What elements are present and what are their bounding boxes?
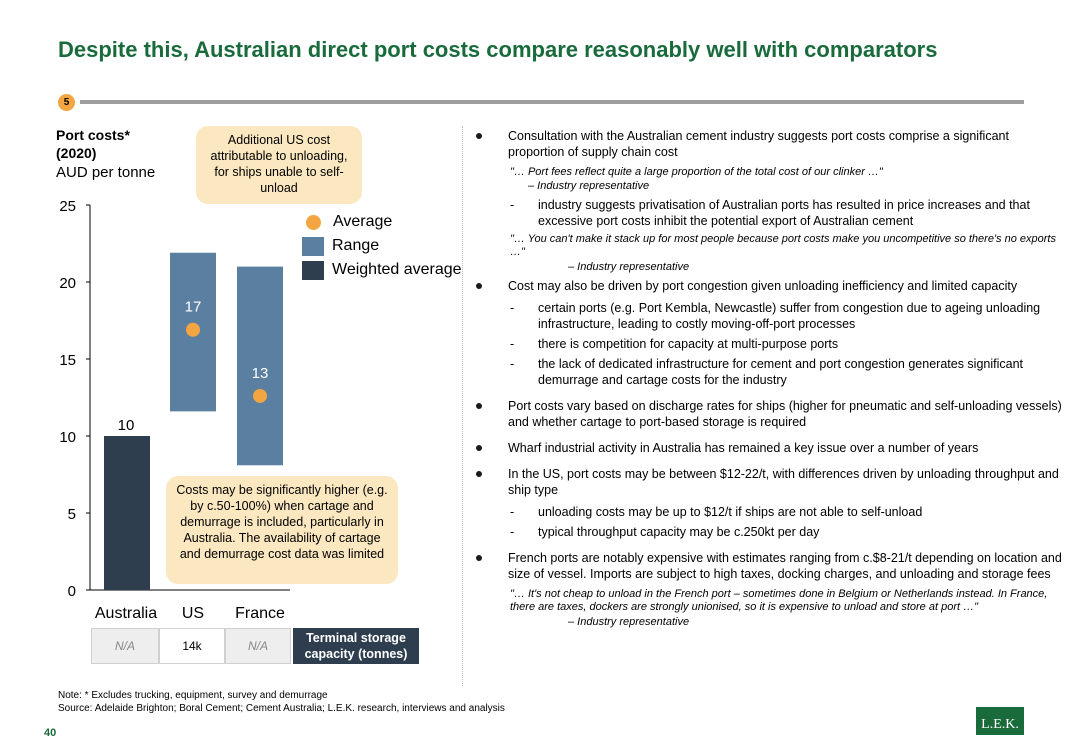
legend-weighted: Weighted average (302, 258, 462, 282)
page-number: 40 (44, 727, 57, 739)
y-tick-label: 15 (59, 352, 76, 369)
storage-row-label: Terminal storage capacity (tonnes) (293, 628, 419, 664)
storage-cell-france: N/A (225, 628, 291, 664)
weighted-swatch-icon (302, 260, 324, 280)
port-cost-chart: 0 5 10 15 20 25 Australia US France 10 17 13 (59, 198, 290, 622)
legend-average: Average (302, 210, 462, 234)
title-rule (80, 100, 1024, 104)
x-category-label: Australia (95, 605, 157, 622)
storage-cell-us: 14k (159, 628, 225, 664)
bullet-3: Port costs vary based on discharge rates… (470, 398, 1068, 430)
quote-3-attribution: – Industry representative (568, 616, 690, 628)
y-tick-label: 25 (59, 198, 76, 215)
weighted-average-bar (104, 436, 150, 590)
average-marker-icon (306, 214, 321, 230)
storage-cell-australia: N/A (91, 628, 159, 664)
chart-unit: AUD per tonne (56, 164, 156, 181)
legend-weighted-label: Weighted average (332, 261, 462, 278)
range-bar (237, 266, 283, 466)
column-divider (462, 126, 464, 686)
quote-2-attribution: – Industry representative (568, 261, 690, 273)
average-label: 13 (252, 365, 269, 382)
quote-1: "… Port fees reflect quite a large propo… (510, 166, 883, 178)
sub-bullet-5: unloading costs may be up to $12/t if sh… (470, 504, 1068, 520)
bullet-2: Cost may also be driven by port congesti… (470, 278, 1068, 294)
callout-us-unloading: Additional US cost attributable to unloa… (196, 126, 362, 204)
quote-3: "… It's not cheap to unload in the Frenc… (510, 588, 1048, 613)
legend-range: Range (302, 234, 462, 258)
x-category-label: France (235, 605, 285, 622)
quote-2: "… You can't make it stack up for most p… (510, 233, 1056, 258)
average-marker (253, 388, 267, 403)
sub-bullet-6: typical throughput capacity may be c.250… (470, 524, 1068, 540)
range-swatch-icon (302, 236, 324, 256)
bullet-5: In the US, port costs may be between $12… (470, 466, 1068, 498)
average-marker (186, 322, 200, 337)
chart-title-line2: (2020) (56, 145, 97, 161)
average-label: 17 (185, 299, 202, 316)
chart-title-line1: Port costs* (56, 127, 130, 143)
sub-bullet-1: industry suggests privatisation of Austr… (470, 197, 1068, 229)
legend-average-label: Average (333, 213, 393, 230)
weighted-average-label: 10 (118, 417, 135, 434)
bullet-1: Consultation with the Australian cement … (470, 128, 1068, 160)
quote-1-attribution: – Industry representative (528, 180, 650, 192)
company-logo: L.E.K. (976, 707, 1024, 735)
sub-bullet-4: the lack of dedicated infrastructure for… (470, 356, 1068, 388)
legend-range-label: Range (332, 237, 380, 254)
y-tick-label: 10 (59, 429, 76, 446)
y-tick-label: 20 (59, 275, 76, 292)
footnote: Note: * Excludes trucking, equipment, su… (58, 689, 505, 715)
section-badge: 5 (58, 94, 75, 111)
page-title: Despite this, Australian direct port cos… (58, 37, 938, 62)
sub-bullet-2: certain ports (e.g. Port Kembla, Newcast… (470, 300, 1068, 332)
y-tick-label: 5 (68, 506, 76, 523)
bullet-4: Wharf industrial activity in Australia h… (470, 440, 1068, 456)
sub-bullet-3: there is competition for capacity at mul… (470, 336, 1068, 352)
commentary-bullets: Consultation with the Australian cement … (470, 128, 1068, 633)
bullet-6: French ports are notably expensive with … (470, 550, 1068, 582)
callout-cartage-demurrage: Costs may be significantly higher (e.g. … (166, 476, 398, 584)
note-text: Note: * Excludes trucking, equipment, su… (58, 690, 328, 701)
chart-legend: Average Range Weighted average (302, 210, 462, 282)
y-tick-label: 0 (68, 583, 76, 600)
source-text: Source: Adelaide Brighton; Boral Cement;… (58, 703, 505, 714)
x-category-label: US (182, 605, 204, 622)
